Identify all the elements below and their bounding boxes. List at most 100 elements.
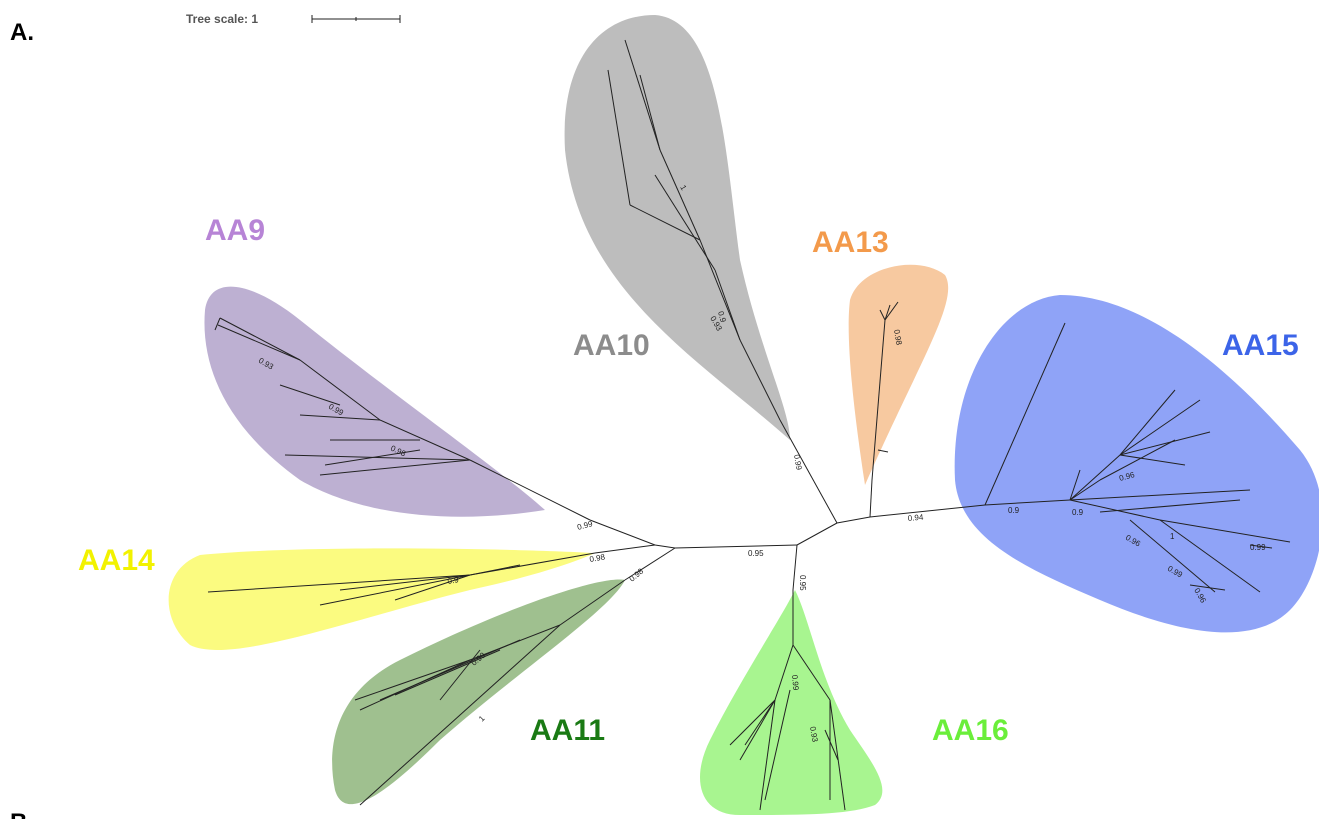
branch <box>879 309 886 321</box>
branch <box>654 174 716 271</box>
branch <box>1119 431 1211 456</box>
support-value: 0.99 <box>792 454 804 471</box>
branch <box>714 269 741 341</box>
support-value: 0.9 <box>1008 506 1020 515</box>
scale-bar: Tree scale: 1 <box>186 12 401 26</box>
branch <box>1069 479 1101 501</box>
panel-label: A. <box>10 19 34 46</box>
branch <box>379 639 521 701</box>
branch <box>869 504 986 518</box>
branch <box>1069 489 1251 501</box>
clade-label: AA13 <box>812 226 889 259</box>
clade-label: AA15 <box>1222 329 1299 362</box>
branch <box>394 649 501 696</box>
branches <box>207 39 1291 811</box>
branch <box>824 729 839 761</box>
branch <box>207 574 471 593</box>
branch <box>594 544 656 554</box>
support-value: 0.93 <box>808 726 820 743</box>
branch <box>739 339 781 421</box>
branch <box>1119 389 1176 456</box>
support-value: 1 <box>678 184 688 193</box>
branch <box>779 419 838 524</box>
support-value: 0.99 <box>1250 543 1266 552</box>
support-value: 0.9 <box>447 575 460 586</box>
support-value: 0.9 <box>1072 508 1084 517</box>
area-aa11 <box>332 579 625 805</box>
branch <box>359 624 561 806</box>
branch <box>774 644 794 701</box>
branch <box>1069 454 1121 501</box>
branch <box>559 579 626 626</box>
panel-label: B <box>10 809 27 819</box>
branch <box>1159 519 1261 593</box>
branch <box>299 414 381 421</box>
branch <box>674 544 798 549</box>
branch <box>836 516 871 524</box>
branch <box>884 304 891 321</box>
support-value: 1 <box>477 714 487 724</box>
support-value: 0.9 <box>716 310 728 324</box>
branch <box>379 419 471 461</box>
area-aa16 <box>700 590 883 815</box>
branch <box>654 544 676 549</box>
branch <box>984 322 1066 506</box>
area-aa14 <box>168 548 596 650</box>
clade-label: AA11 <box>530 714 605 747</box>
support-value: 1 <box>1170 532 1175 541</box>
branch <box>659 149 701 241</box>
clade-label: AA10 <box>573 329 650 362</box>
branch <box>829 699 846 811</box>
clade-label: AA14 <box>78 544 155 577</box>
area-aa15 <box>954 295 1319 633</box>
scale-label: Tree scale: 1 <box>186 12 258 26</box>
support-value: 0.94 <box>907 513 924 523</box>
support-value: 0.96 <box>1118 470 1136 483</box>
branch <box>871 319 886 481</box>
branch <box>764 689 791 801</box>
branch <box>624 39 661 151</box>
clade-label: AA16 <box>932 714 1009 747</box>
branch <box>877 449 889 453</box>
branch <box>279 384 341 406</box>
branch <box>214 317 221 331</box>
support-value: 0.98 <box>589 552 606 564</box>
branch <box>1069 499 1161 521</box>
branch <box>796 522 838 546</box>
support-value: 0.98 <box>892 329 904 346</box>
branch <box>299 359 381 421</box>
area-aa13 <box>848 264 949 485</box>
branch <box>469 459 591 521</box>
branch <box>744 699 776 746</box>
support-value: 0.95 <box>748 549 764 558</box>
branch <box>1069 469 1081 501</box>
branch <box>324 449 421 466</box>
branch <box>869 479 873 518</box>
branch <box>439 649 481 701</box>
support-value: 0.99 <box>576 519 594 532</box>
clade-areas <box>168 15 1319 815</box>
branch <box>792 544 798 591</box>
branch <box>217 324 301 361</box>
branch <box>629 204 701 241</box>
branch <box>284 454 471 461</box>
area-aa10 <box>564 15 790 440</box>
branch <box>1099 439 1176 481</box>
branch <box>1119 399 1201 456</box>
branch <box>1099 499 1241 513</box>
branch <box>1159 519 1291 543</box>
branch <box>792 644 831 701</box>
branch <box>639 74 661 151</box>
branch <box>739 699 776 761</box>
area-aa9 <box>204 286 545 517</box>
branch <box>1249 544 1273 549</box>
branch <box>339 574 471 591</box>
support-value: 0.99 <box>790 674 800 691</box>
branch <box>884 301 899 321</box>
branch <box>219 317 301 361</box>
support-value: 0.95 <box>798 575 807 591</box>
branch <box>589 519 656 546</box>
branch <box>984 499 1071 506</box>
branch <box>394 574 471 601</box>
